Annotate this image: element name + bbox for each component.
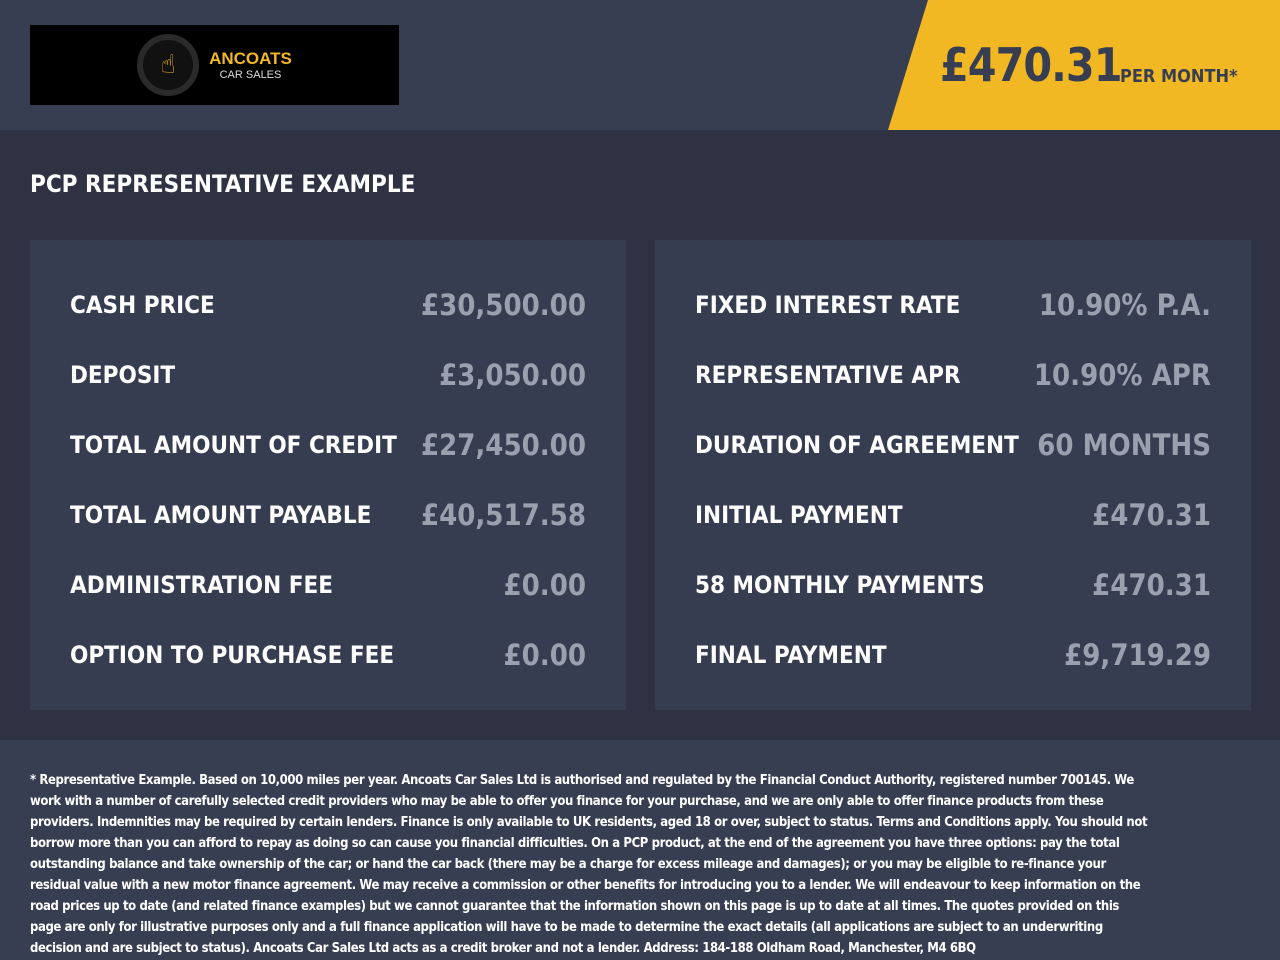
finance-row: 58 MONTHLY PAYMENTS £470.31 [695, 550, 1211, 620]
finance-value: £3,050.00 [439, 358, 586, 392]
finance-label: INITIAL PAYMENT [695, 501, 903, 529]
finance-value: £30,500.00 [420, 288, 586, 322]
finance-value: £9,719.29 [1064, 638, 1211, 672]
finance-row: TOTAL AMOUNT OF CREDIT £27,450.00 [70, 410, 586, 480]
finance-row: REPRESENTATIVE APR 10.90% APR [695, 340, 1211, 410]
finance-value: 10.90% APR [1033, 358, 1211, 392]
brand-subtitle: CAR SALES [219, 68, 282, 81]
finance-label: ADMINISTRATION FEE [70, 571, 333, 599]
finance-value: £470.31 [1092, 498, 1211, 532]
finance-label: DURATION OF AGREEMENT [695, 431, 1019, 459]
finance-value: 60 MONTHS [1037, 428, 1211, 462]
disclaimer-text: * Representative Example. Based on 10,00… [30, 773, 1148, 956]
finance-label: DEPOSIT [70, 361, 176, 389]
page-title: PCP REPRESENTATIVE EXAMPLE [30, 170, 416, 198]
header: ☝ ANCOATS CAR SALES £470.31 PER MONTH* [0, 0, 1280, 130]
per-month-label: PER MONTH* [1120, 66, 1238, 87]
price-banner [888, 0, 1280, 130]
finance-label: FINAL PAYMENT [695, 641, 887, 669]
finance-value: £0.00 [503, 568, 586, 602]
pointing-hand-icon: ☝ [137, 34, 200, 96]
finance-row: DEPOSIT £3,050.00 [70, 340, 586, 410]
finance-label: REPRESENTATIVE APR [695, 361, 961, 389]
brand-name: ANCOATS [209, 48, 292, 68]
finance-row: ADMINISTRATION FEE £0.00 [70, 550, 586, 620]
finance-row: FINAL PAYMENT £9,719.29 [695, 620, 1211, 690]
finance-label: TOTAL AMOUNT PAYABLE [70, 501, 372, 529]
finance-row: DURATION OF AGREEMENT 60 MONTHS [695, 410, 1211, 480]
finance-value: £0.00 [503, 638, 586, 672]
finance-row: OPTION TO PURCHASE FEE £0.00 [70, 620, 586, 690]
left-finance-panel: CASH PRICE £30,500.00 DEPOSIT £3,050.00 TOTA… [30, 240, 626, 710]
finance-value: £470.31 [1092, 568, 1211, 602]
finance-row: FIXED INTEREST RATE 10.90% P.A. [695, 270, 1211, 340]
finance-label: FIXED INTEREST RATE [695, 291, 961, 319]
finance-label: TOTAL AMOUNT OF CREDIT [70, 431, 397, 459]
finance-row: INITIAL PAYMENT £470.31 [695, 480, 1211, 550]
finance-label: OPTION TO PURCHASE FEE [70, 641, 395, 669]
monthly-price: £470.31 [940, 38, 1122, 92]
finance-value: £27,450.00 [420, 428, 586, 462]
finance-row: TOTAL AMOUNT PAYABLE £40,517.58 [70, 480, 586, 550]
finance-label: CASH PRICE [70, 291, 215, 319]
footer: * Representative Example. Based on 10,00… [0, 740, 1280, 960]
finance-row: CASH PRICE £30,500.00 [70, 270, 586, 340]
finance-value: 10.90% P.A. [1038, 288, 1211, 322]
logo: ☝ ANCOATS CAR SALES [30, 25, 399, 105]
right-finance-panel: FIXED INTEREST RATE 10.90% P.A. REPRESENTA… [655, 240, 1251, 710]
finance-label: 58 MONTHLY PAYMENTS [695, 571, 985, 599]
finance-value: £40,517.58 [420, 498, 586, 532]
